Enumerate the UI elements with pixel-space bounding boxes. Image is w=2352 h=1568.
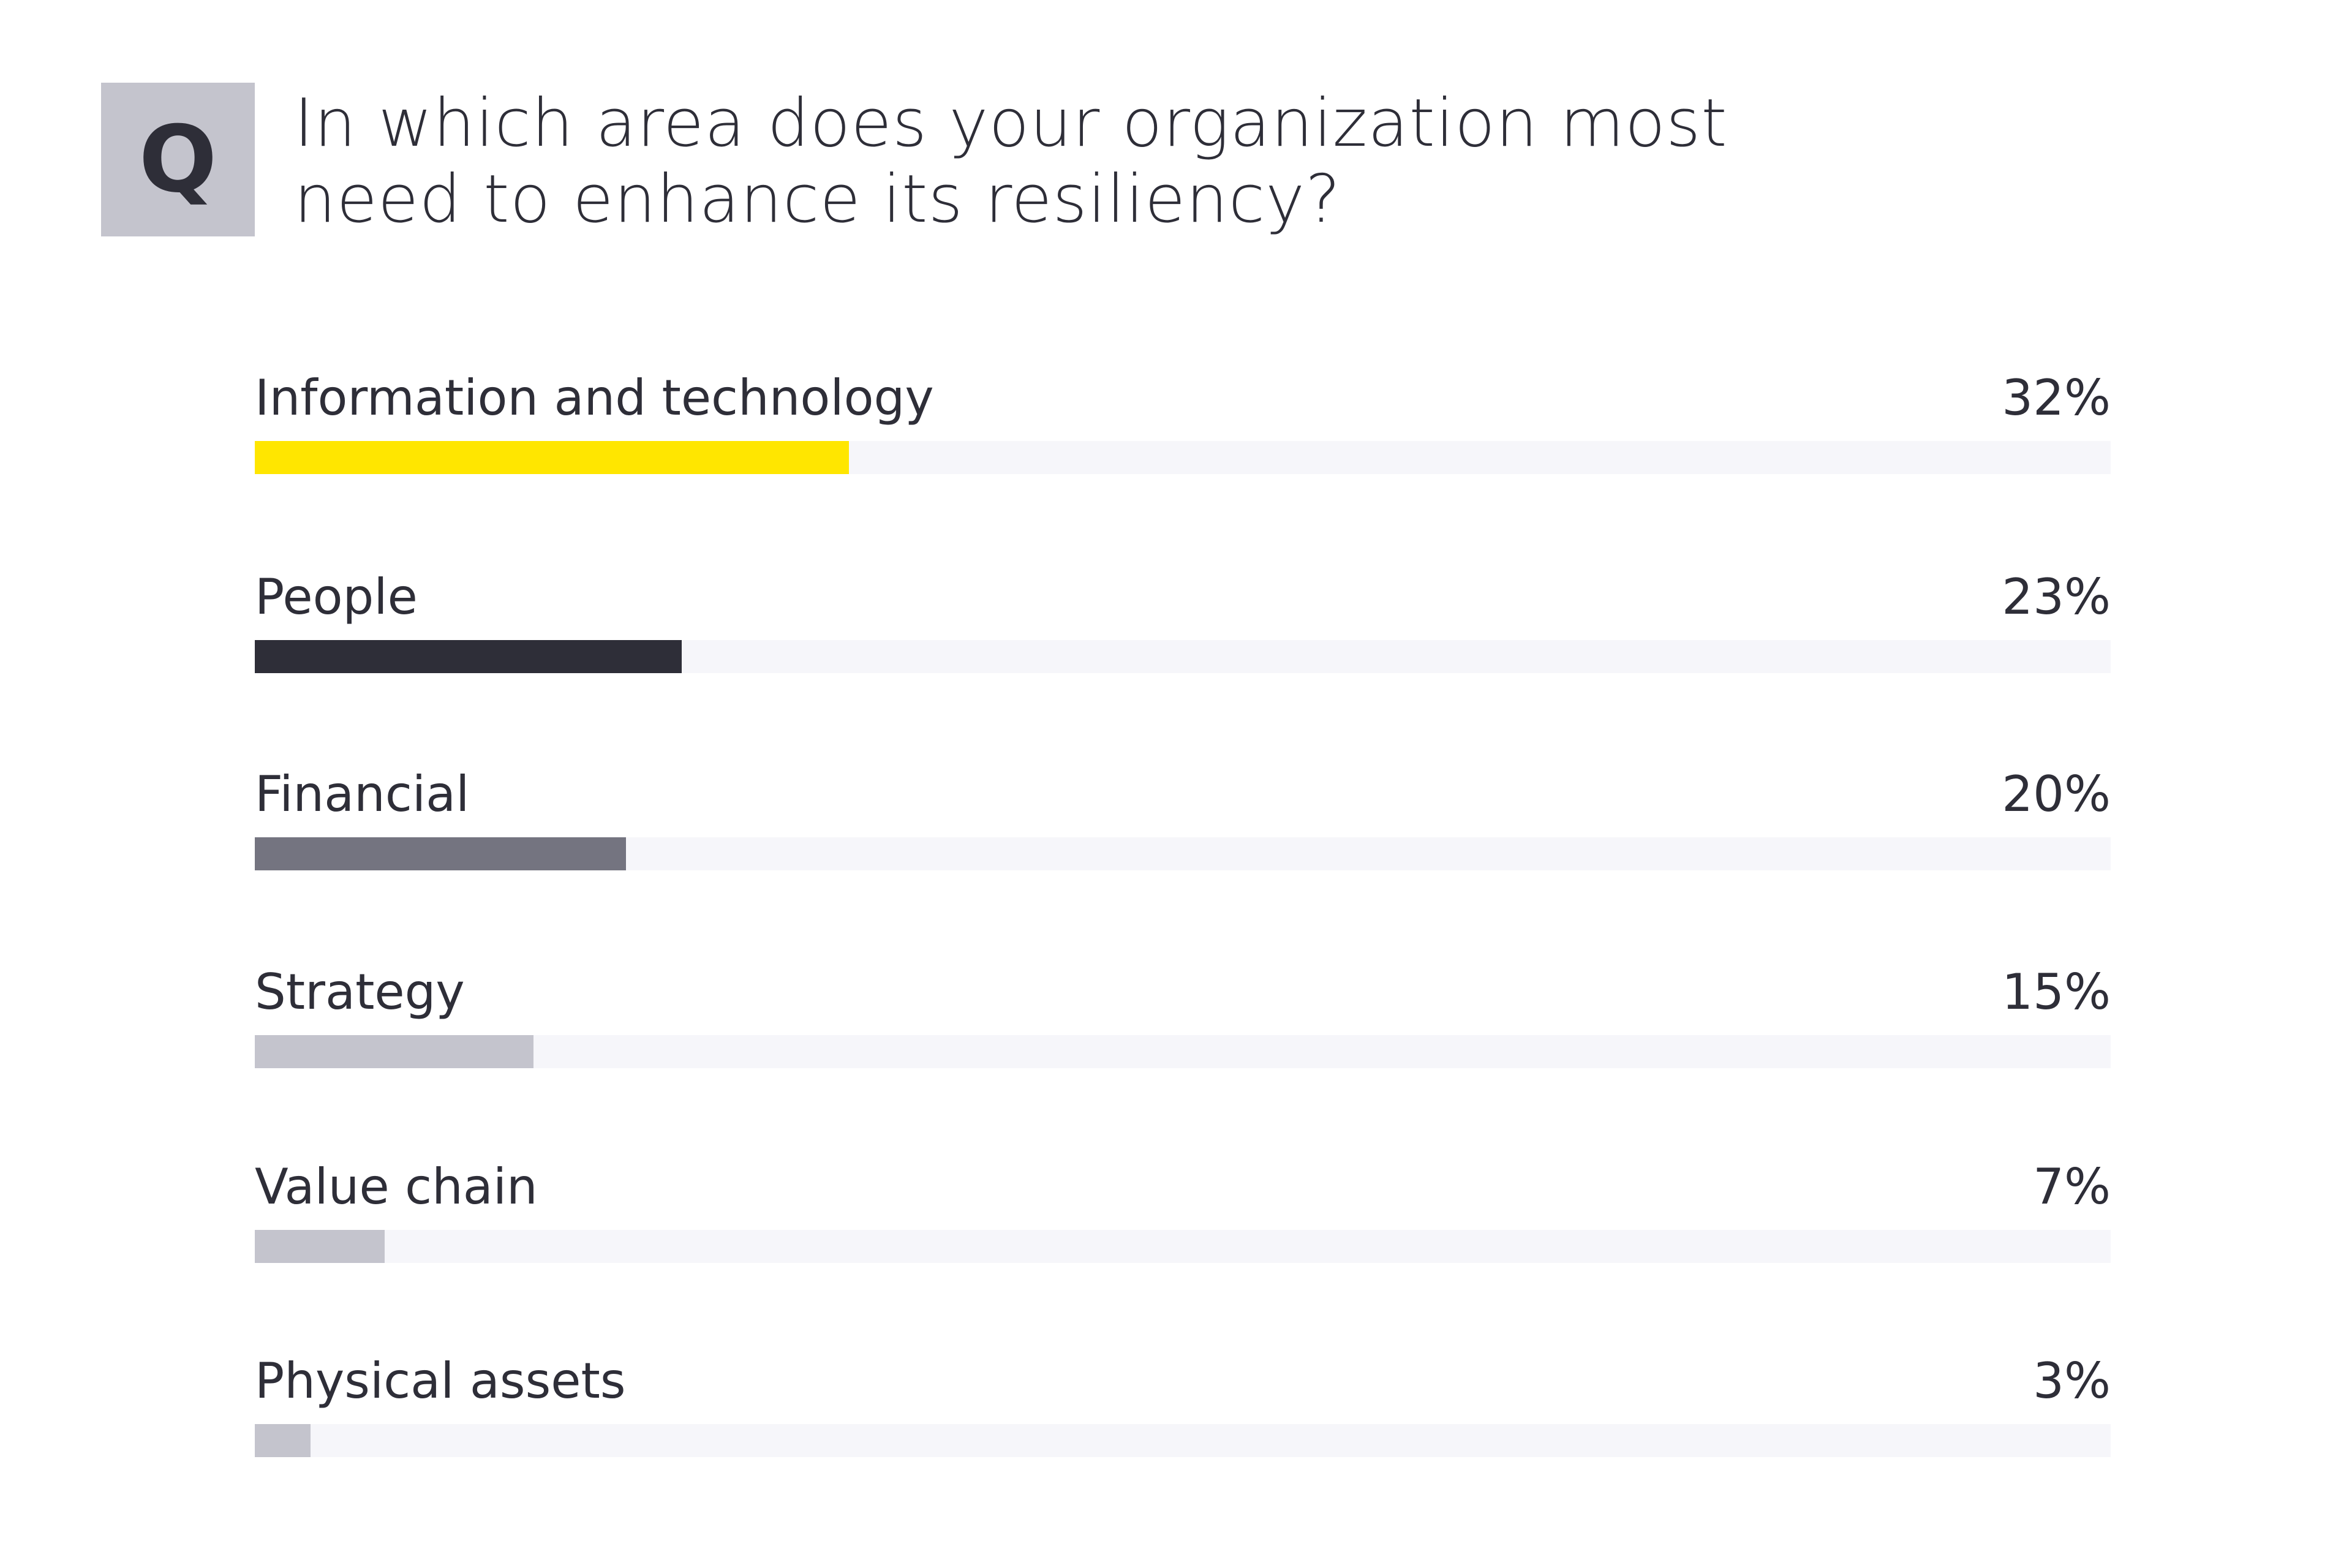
bar-row: Information and technology 32% <box>255 368 2111 521</box>
bar <box>255 441 849 474</box>
value-label: 3% <box>2033 1352 2111 1409</box>
bar-row: Physical assets 3% <box>255 1351 2111 1504</box>
value-label: 7% <box>2033 1158 2111 1215</box>
category-label: People <box>255 568 418 625</box>
bar-row: People 23% <box>255 567 2111 720</box>
question-badge-letter: Q <box>138 106 217 213</box>
bar <box>255 837 626 870</box>
bar <box>255 1424 311 1457</box>
bar <box>255 640 682 673</box>
category-label: Information and technology <box>255 369 934 426</box>
value-label: 15% <box>2002 963 2111 1020</box>
bar-row: Financial 20% <box>255 764 2111 917</box>
value-label: 23% <box>2002 568 2111 625</box>
bar-track <box>255 1230 2111 1263</box>
bar-row: Strategy 15% <box>255 962 2111 1115</box>
bar-row: Value chain 7% <box>255 1156 2111 1310</box>
category-label: Physical assets <box>255 1352 626 1409</box>
bar-track <box>255 441 2111 474</box>
category-label: Financial <box>255 766 470 823</box>
bar <box>255 1230 385 1263</box>
bar-track <box>255 640 2111 673</box>
question-badge: Q <box>101 83 255 236</box>
category-label: Value chain <box>255 1158 538 1215</box>
page-title: In which area does your organization mos… <box>294 85 1728 238</box>
value-label: 32% <box>2002 369 2111 426</box>
bar <box>255 1035 533 1068</box>
bar-track <box>255 1424 2111 1457</box>
value-label: 20% <box>2002 766 2111 823</box>
bar-track <box>255 837 2111 870</box>
category-label: Strategy <box>255 963 465 1020</box>
bar-track <box>255 1035 2111 1068</box>
